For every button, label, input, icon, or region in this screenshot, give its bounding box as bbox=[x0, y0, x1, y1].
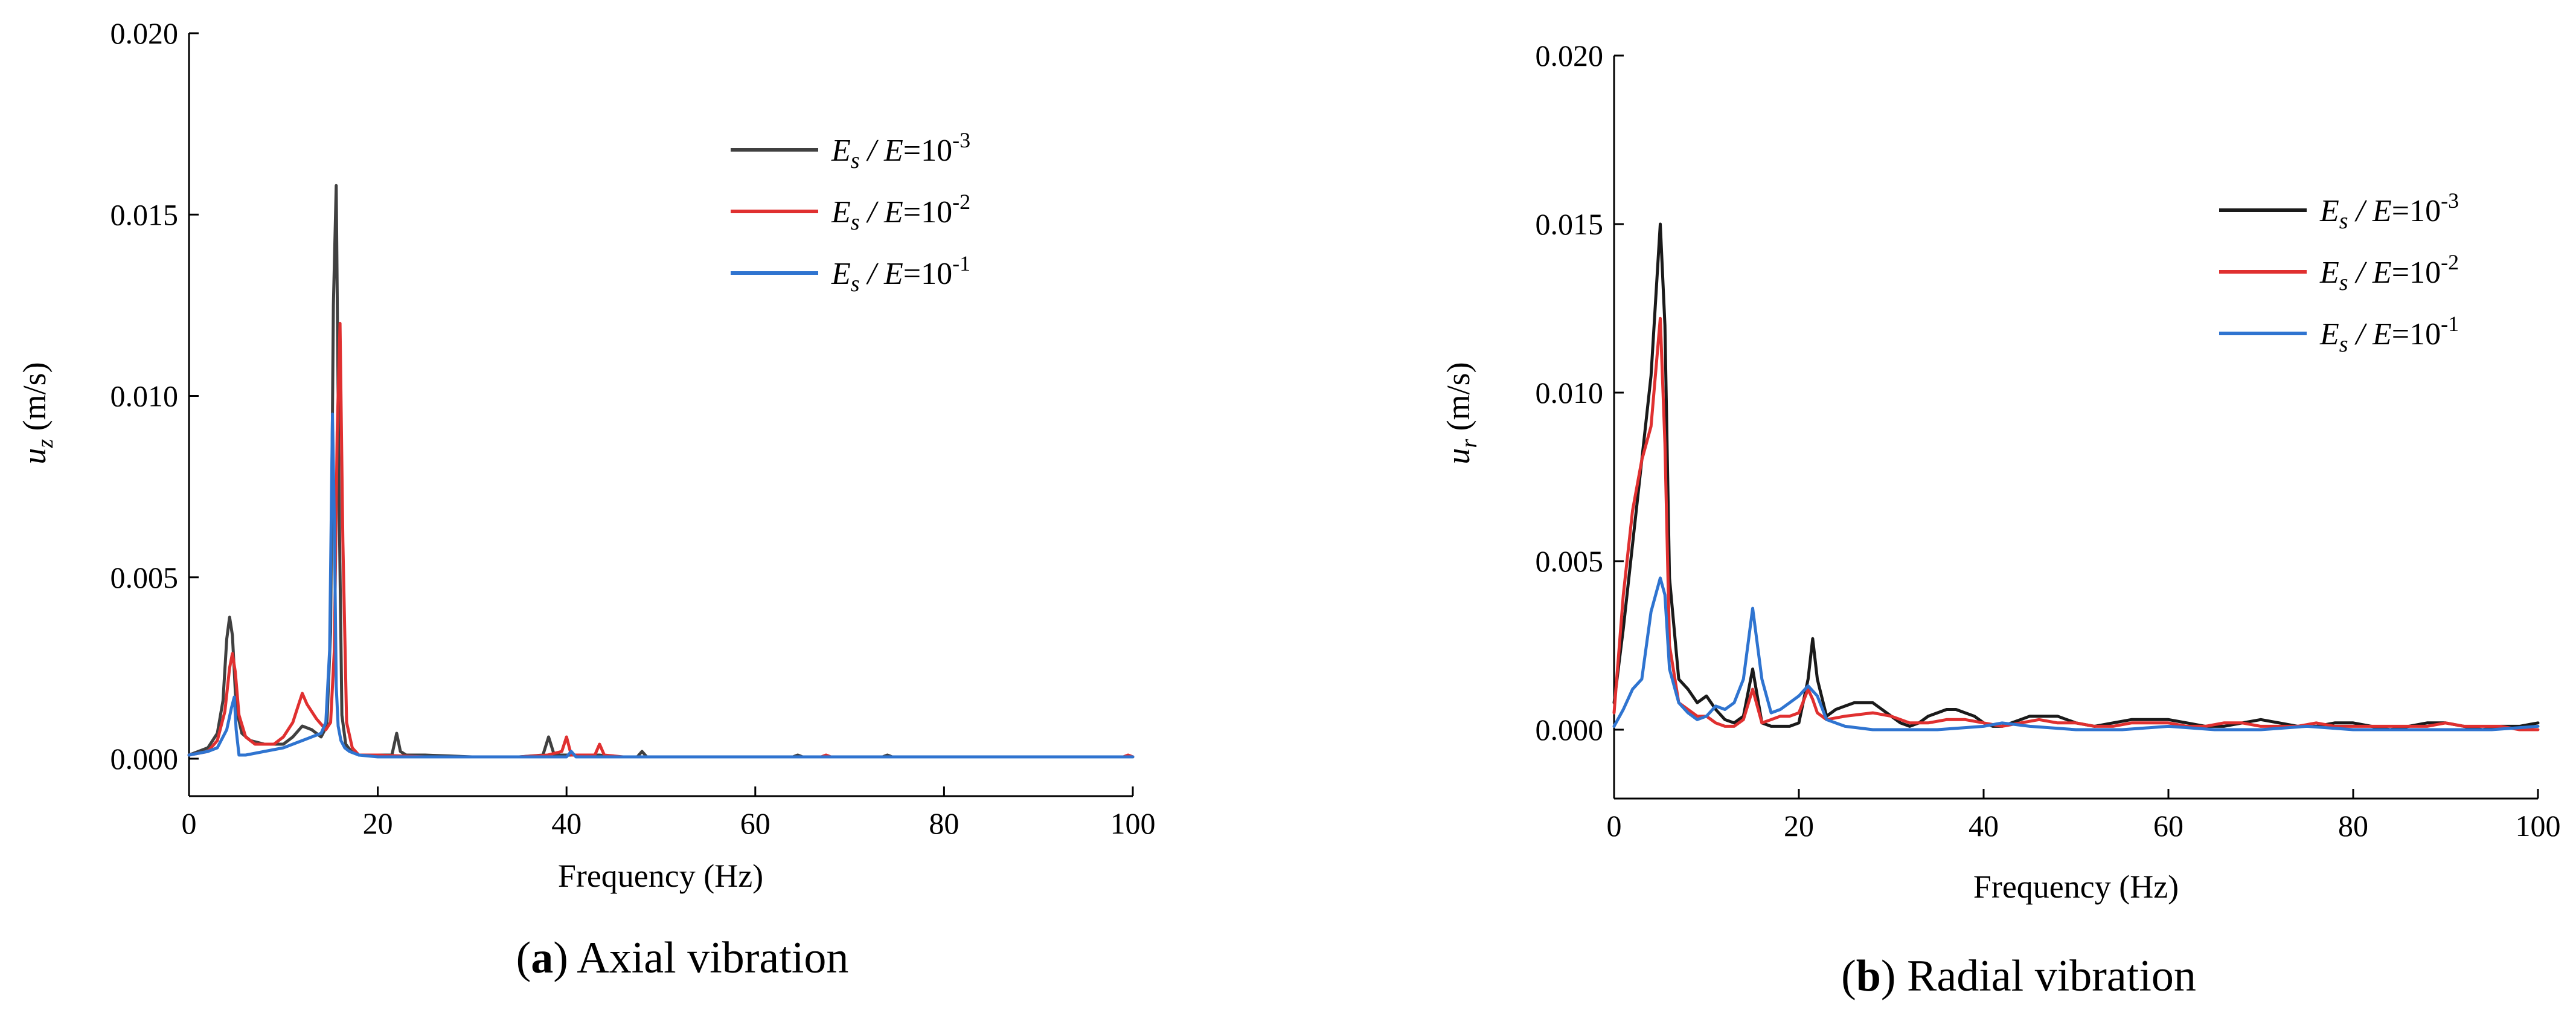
x-axis-label: Frequency (Hz) bbox=[558, 858, 763, 894]
legend-label-2: Es / E=10-2 bbox=[831, 190, 970, 235]
y-tick-label: 0.015 bbox=[1536, 207, 1604, 241]
legend-label-3: Es / E=10-1 bbox=[831, 251, 970, 297]
y-axis-label: uz (m/s) bbox=[16, 362, 58, 464]
panel-radial: 0.000 0.005 0.010 0.015 0.020 0 20 40 60 80 100 Fre… bbox=[1440, 39, 2561, 1001]
legend-label-1: Es / E=10-3 bbox=[831, 128, 970, 173]
y-tick-label: 0.020 bbox=[111, 16, 179, 50]
x-tick-label: 80 bbox=[2338, 809, 2368, 843]
x-tick-label: 80 bbox=[929, 806, 959, 840]
x-tick-label: 60 bbox=[740, 806, 771, 840]
panel-caption: (a) Axial vibration bbox=[516, 933, 849, 983]
y-tick-label: 0.000 bbox=[111, 742, 179, 776]
legend-label-3: Es / E=10-1 bbox=[2319, 312, 2459, 357]
series-line-3 bbox=[1612, 576, 2540, 731]
y-tick-label: 0.015 bbox=[111, 198, 179, 231]
legend-label-1: Es / E=10-3 bbox=[2319, 188, 2459, 234]
y-tick-label: 0.010 bbox=[111, 379, 179, 413]
x-tick-label: 0 bbox=[1607, 809, 1622, 843]
x-tick-label: 20 bbox=[363, 806, 393, 840]
x-tick-label: 60 bbox=[2153, 809, 2184, 843]
x-tick-label: 20 bbox=[1784, 809, 1814, 843]
series-line-2 bbox=[1612, 317, 2540, 731]
y-tick-label: 0.000 bbox=[1536, 713, 1604, 747]
series-line-3 bbox=[187, 413, 1135, 759]
x-tick-label: 100 bbox=[2516, 809, 2561, 843]
y-tick-label: 0.005 bbox=[1536, 544, 1604, 578]
x-axis-label: Frequency (Hz) bbox=[1973, 869, 2179, 905]
x-tick-label: 0 bbox=[182, 806, 197, 840]
series-line-1 bbox=[1612, 222, 2540, 731]
y-tick-label: 0.005 bbox=[111, 561, 179, 594]
x-tick-label: 40 bbox=[1969, 809, 1999, 843]
x-tick-label: 100 bbox=[1110, 806, 1156, 840]
legend-label-2: Es / E=10-2 bbox=[2319, 250, 2459, 295]
panel-axial: 0.000 0.005 0.010 0.015 0.020 0 20 40 60 80 100 Fre… bbox=[16, 16, 1156, 983]
y-tick-label: 0.020 bbox=[1536, 39, 1604, 72]
x-tick-label: 40 bbox=[551, 806, 582, 840]
y-axis-label: ur (m/s) bbox=[1440, 362, 1482, 464]
panel-caption: (b) Radial vibration bbox=[1841, 951, 2196, 1001]
y-tick-label: 0.010 bbox=[1536, 376, 1604, 410]
